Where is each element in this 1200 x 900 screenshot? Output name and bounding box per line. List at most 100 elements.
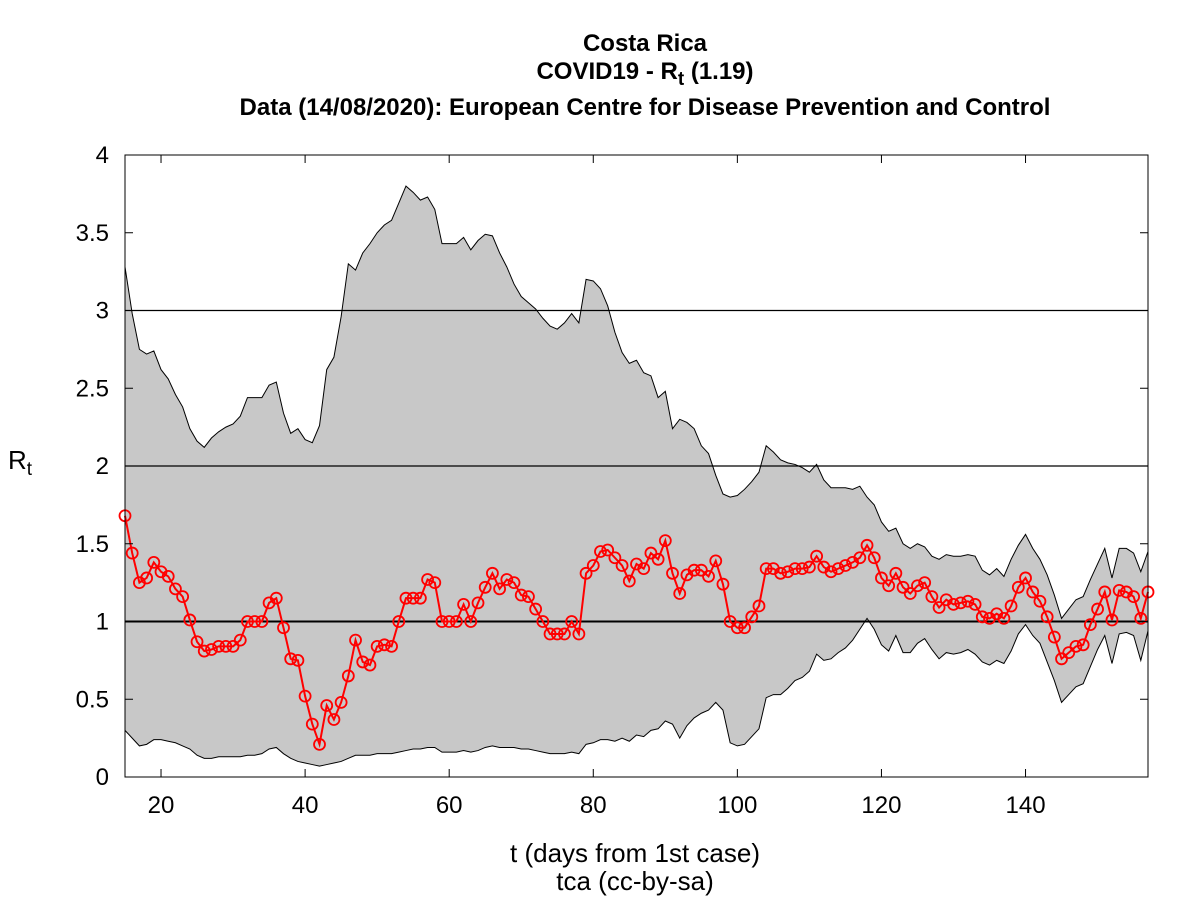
rt-point (255, 615, 269, 628)
rt-point (839, 559, 852, 572)
rt-point (241, 615, 254, 628)
rt-point (514, 588, 528, 602)
rt-point (1083, 618, 1097, 632)
rt-point (486, 566, 499, 580)
rt-point (1069, 639, 1083, 653)
rt-point (586, 559, 600, 572)
chart-title-metric-suffix: (1.19) (684, 58, 754, 85)
rt-point (269, 591, 283, 605)
rt-point (140, 571, 154, 585)
rt-point (1062, 646, 1076, 659)
x-tick-label: 140 (1006, 792, 1046, 819)
rt-point (478, 580, 492, 594)
rt-point (975, 610, 989, 624)
y-axis-label: Rt (8, 445, 32, 481)
rt-point (522, 590, 535, 604)
rt-point (356, 655, 370, 669)
rt-point (1098, 585, 1112, 599)
rt-point (327, 713, 341, 726)
rt-point (752, 599, 766, 613)
rt-point (918, 576, 932, 590)
y-tick-label: 3.5 (76, 220, 109, 247)
rt-point (125, 546, 139, 560)
rt-point (954, 596, 968, 610)
rt-point (392, 615, 406, 628)
rt-point (759, 562, 773, 576)
rt-point (594, 545, 607, 558)
rt-point (1055, 652, 1068, 666)
band-lower-edge (124, 617, 1149, 767)
rt-point (493, 582, 507, 596)
rt-point (1026, 585, 1040, 599)
rt-point (1127, 590, 1140, 604)
rt-point (190, 635, 204, 649)
rt-point (543, 627, 557, 641)
rt-point (889, 566, 903, 580)
rt-point (334, 695, 348, 709)
rt-point (399, 591, 413, 605)
rt-point (738, 621, 751, 635)
rt-point (745, 610, 759, 624)
y-tick-label: 1 (96, 609, 109, 636)
rt-point (853, 551, 867, 565)
rt-point (565, 615, 579, 628)
rt-point (147, 556, 161, 569)
rt-point (947, 597, 960, 611)
rt-point (875, 571, 888, 585)
rt-point (233, 633, 247, 647)
y-tick-label: 0.5 (76, 686, 109, 713)
rt-point (1112, 584, 1126, 597)
y-tick-label: 4 (96, 142, 109, 169)
rt-point (529, 602, 543, 616)
rt-point (702, 570, 715, 583)
x-tick-label: 60 (436, 792, 463, 819)
x-tick-label: 40 (292, 792, 319, 819)
rt-point (313, 737, 326, 751)
rt-point (291, 653, 305, 667)
y-tick-label: 2.5 (76, 375, 109, 402)
rt-point (961, 594, 975, 608)
rt-point (1019, 571, 1032, 585)
rt-point (1011, 580, 1025, 594)
rt-point (385, 639, 398, 653)
rt-point (1033, 594, 1047, 608)
rt-point (428, 576, 442, 590)
y-axis-label-sub: t (26, 459, 33, 480)
rt-point (226, 639, 240, 653)
x-axis-label: t (days from 1st case) (510, 838, 760, 868)
rt-point (896, 580, 910, 594)
rt-point (205, 643, 218, 656)
rt-point (658, 534, 672, 548)
rt-point (212, 639, 226, 653)
x-tick-label: 100 (717, 792, 757, 819)
credit-label: tca (cc-by-sa) (556, 866, 714, 896)
rt-point (248, 615, 262, 628)
rt-point (572, 627, 586, 641)
rt-point (716, 577, 730, 591)
rt-point (925, 590, 939, 604)
chart-title-data-source: Data (14/08/2020): European Centre for D… (239, 94, 1051, 121)
rt-point (651, 552, 665, 566)
rt-point (687, 563, 701, 577)
rt-point (788, 562, 802, 576)
rt-point (997, 611, 1011, 625)
rt-point (349, 633, 362, 647)
rt-point (882, 579, 896, 593)
reference-lines (125, 309, 1148, 623)
rt-point (1091, 602, 1104, 616)
rt-point (867, 551, 881, 565)
rt-point (673, 587, 687, 600)
rt-point (1134, 611, 1148, 625)
rt-point (536, 615, 550, 628)
rt-point (161, 570, 175, 583)
rt-point (608, 551, 622, 565)
rt-point (723, 615, 737, 628)
rt-point (442, 615, 456, 628)
rt-point (277, 621, 290, 635)
rt-point (730, 621, 744, 635)
rt-point (176, 590, 190, 604)
confidence-band (125, 186, 1148, 767)
rt-point (377, 638, 391, 652)
rt-point (1004, 599, 1018, 613)
rt-point (666, 566, 679, 580)
